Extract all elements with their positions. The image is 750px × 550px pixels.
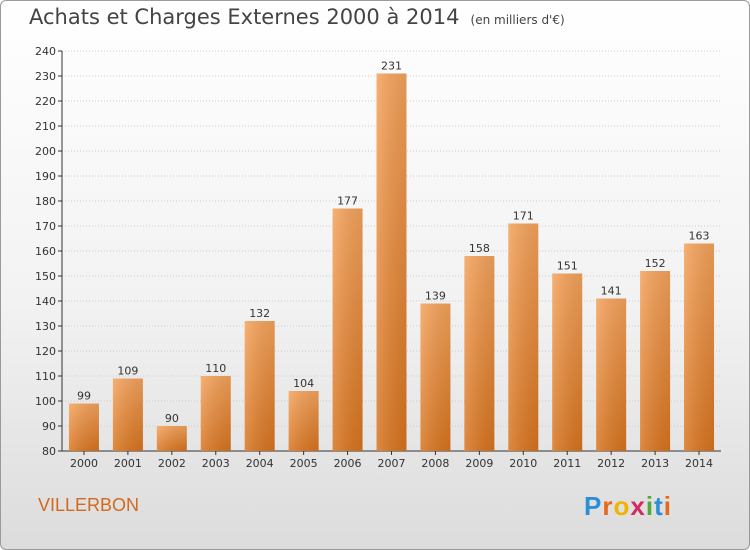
commune-name: VILLERBON	[38, 495, 140, 515]
y-tick-label: 240	[35, 45, 56, 58]
data-label: 171	[513, 210, 534, 223]
data-label: 99	[77, 390, 91, 403]
bar-shade	[68, 403, 99, 451]
logo-letter: i	[663, 491, 672, 521]
bar-shade	[684, 243, 715, 451]
y-tick-label: 110	[35, 370, 56, 383]
data-label: 90	[165, 412, 179, 425]
bar-shade	[112, 378, 143, 451]
logo-letter: i	[645, 491, 655, 521]
bar-shade	[288, 391, 319, 451]
x-tick-label: 2013	[641, 457, 669, 470]
data-label: 104	[293, 377, 314, 390]
proxiti-logo: Proxiti	[584, 491, 672, 522]
title-main: Achats et Charges Externes 2000 à 2014	[29, 5, 460, 29]
x-tick-label: 2011	[553, 457, 581, 470]
y-tick-label: 130	[35, 320, 56, 333]
data-label: 231	[381, 60, 402, 73]
data-label: 177	[337, 195, 358, 208]
y-tick-label: 170	[35, 220, 56, 233]
y-tick-label: 140	[35, 295, 56, 308]
x-tick-label: 2004	[246, 457, 274, 470]
logo-letter: P	[584, 491, 603, 521]
y-tick-label: 230	[35, 70, 56, 83]
data-label: 151	[557, 260, 578, 273]
title-subtitle: (en milliers d'€)	[470, 13, 565, 27]
x-tick-label: 2000	[70, 457, 98, 470]
data-label: 141	[601, 285, 622, 298]
bar-shade	[244, 321, 275, 451]
bar-shade	[156, 426, 187, 451]
x-tick-label: 2007	[378, 457, 406, 470]
logo-letter: x	[630, 491, 646, 521]
bar-shade	[200, 376, 231, 451]
bar-shade	[640, 271, 671, 451]
x-tick-label: 2001	[114, 457, 142, 470]
y-tick-label: 80	[42, 445, 56, 458]
logo-letter: o	[613, 491, 631, 521]
x-tick-label: 2003	[202, 457, 230, 470]
data-label: 132	[249, 307, 270, 320]
y-tick-label: 150	[35, 270, 56, 283]
data-label: 163	[689, 230, 710, 243]
y-tick-label: 220	[35, 95, 56, 108]
bar-shade	[508, 223, 539, 451]
x-tick-label: 2006	[334, 457, 362, 470]
x-tick-label: 2008	[421, 457, 449, 470]
y-tick-label: 210	[35, 120, 56, 133]
chart-title: Achats et Charges Externes 2000 à 2014 (…	[29, 5, 565, 29]
y-tick-label: 190	[35, 170, 56, 183]
bar-shade	[596, 298, 627, 451]
x-tick-label: 2010	[509, 457, 537, 470]
data-label: 152	[645, 257, 666, 270]
data-label: 109	[117, 365, 138, 378]
y-tick-label: 100	[35, 395, 56, 408]
x-tick-label: 2005	[290, 457, 318, 470]
bar-shade	[464, 256, 495, 451]
data-label: 139	[425, 290, 446, 303]
y-tick-label: 180	[35, 195, 56, 208]
x-tick-label: 2012	[597, 457, 625, 470]
logo-letter: r	[602, 491, 614, 521]
bar-shade	[376, 73, 407, 451]
bar-shade	[552, 273, 583, 451]
bar-shade	[332, 208, 363, 451]
x-tick-label: 2009	[465, 457, 493, 470]
y-tick-label: 160	[35, 245, 56, 258]
logo-letter: t	[654, 491, 664, 521]
x-tick-label: 2014	[685, 457, 713, 470]
y-tick-label: 90	[42, 420, 56, 433]
y-tick-label: 120	[35, 345, 56, 358]
data-label: 158	[469, 242, 490, 255]
y-tick-label: 200	[35, 145, 56, 158]
data-label: 110	[205, 362, 226, 375]
x-tick-label: 2002	[158, 457, 186, 470]
bar-shade	[420, 303, 451, 451]
